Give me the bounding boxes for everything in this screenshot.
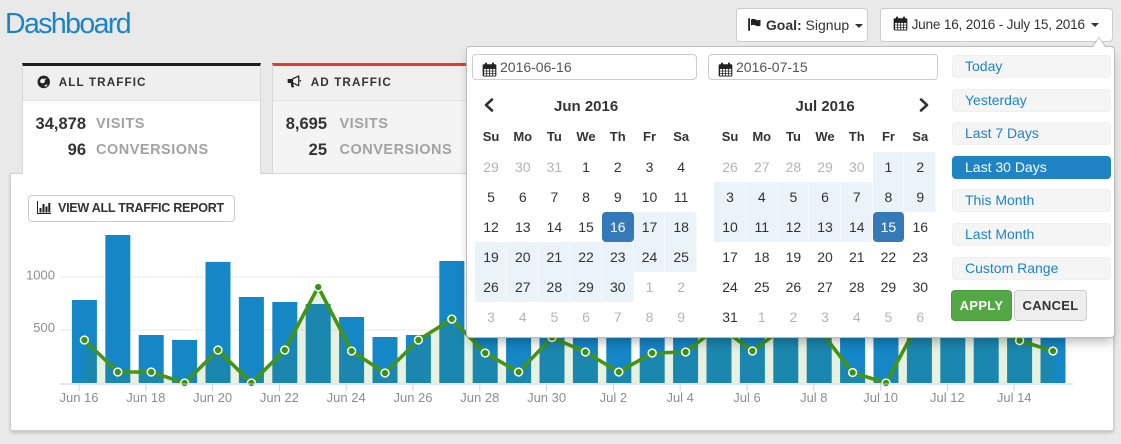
svg-text:Jun 20: Jun 20 xyxy=(193,390,232,405)
svg-text:Jun 26: Jun 26 xyxy=(393,390,432,405)
svg-text:Jul 2: Jul 2 xyxy=(600,390,627,405)
svg-text:Jun 16: Jun 16 xyxy=(59,390,98,405)
svg-text:Jul 12: Jul 12 xyxy=(930,390,965,405)
svg-text:Jul 10: Jul 10 xyxy=(863,390,898,405)
svg-text:Jun 28: Jun 28 xyxy=(460,390,499,405)
svg-text:Jul 6: Jul 6 xyxy=(733,390,760,405)
svg-text:Jun 24: Jun 24 xyxy=(327,390,366,405)
svg-text:Jun 18: Jun 18 xyxy=(126,390,165,405)
svg-text:500: 500 xyxy=(33,320,55,335)
svg-text:Jul 4: Jul 4 xyxy=(666,390,693,405)
svg-text:Jul 14: Jul 14 xyxy=(997,390,1032,405)
svg-text:Jun 30: Jun 30 xyxy=(527,390,566,405)
svg-text:Jun 22: Jun 22 xyxy=(260,390,299,405)
svg-text:Jul 8: Jul 8 xyxy=(800,390,827,405)
svg-text:1000: 1000 xyxy=(26,267,55,282)
